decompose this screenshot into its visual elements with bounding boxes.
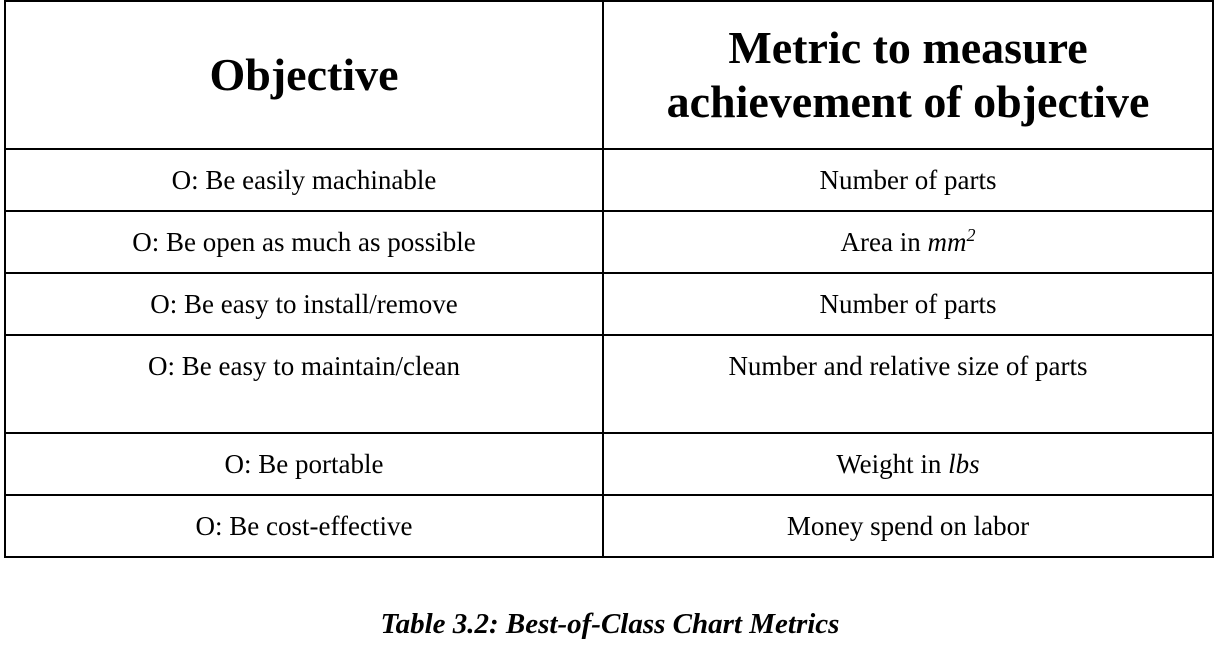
metric-prefix: Weight in bbox=[836, 449, 949, 479]
objective-cell: O: Be easily machinable bbox=[4, 148, 604, 212]
metric-cell: Money spend on labor bbox=[602, 494, 1214, 558]
header-metric-line2: achievement of objective bbox=[666, 76, 1150, 127]
objective-cell: O: Be open as much as possible bbox=[4, 210, 604, 274]
metric-exponent: 2 bbox=[966, 225, 976, 245]
metrics-table: Objective Metric to measure achievement o… bbox=[4, 0, 1214, 558]
metric-cell: Weight in lbs bbox=[602, 432, 1214, 496]
metric-unit: lbs bbox=[948, 449, 980, 479]
metric-cell: Area in mm2 bbox=[602, 210, 1214, 274]
objective-cell: O: Be cost-effective bbox=[4, 494, 604, 558]
metric-prefix: Area in bbox=[840, 227, 928, 257]
header-row: Objective Metric to measure achievement o… bbox=[4, 0, 1214, 150]
objective-cell: O: Be portable bbox=[4, 432, 604, 496]
table-row: O: Be portable Weight in lbs bbox=[4, 432, 1214, 496]
objective-cell: O: Be easy to install/remove bbox=[4, 272, 604, 336]
objective-cell: O: Be easy to maintain/clean bbox=[4, 334, 604, 434]
metric-cell: Number and relative size of parts bbox=[602, 334, 1214, 434]
table-row: O: Be easy to install/remove Number of p… bbox=[4, 272, 1214, 336]
table-row: O: Be easy to maintain/clean Number and … bbox=[4, 334, 1214, 434]
header-objective: Objective bbox=[4, 0, 604, 150]
metric-unit: mm bbox=[927, 227, 967, 257]
table-row: O: Be easily machinable Number of parts bbox=[4, 148, 1214, 212]
table-caption: Table 3.2: Best-of-Class Chart Metrics bbox=[380, 608, 840, 640]
metric-cell: Number of parts bbox=[602, 272, 1214, 336]
header-metric: Metric to measure achievement of objectiv… bbox=[602, 0, 1214, 150]
table-row: O: Be cost-effective Money spend on labo… bbox=[4, 494, 1214, 558]
metric-cell: Number of parts bbox=[602, 148, 1214, 212]
table-row: O: Be open as much as possible Area in m… bbox=[4, 210, 1214, 274]
header-metric-line1: Metric to measure bbox=[728, 22, 1088, 73]
